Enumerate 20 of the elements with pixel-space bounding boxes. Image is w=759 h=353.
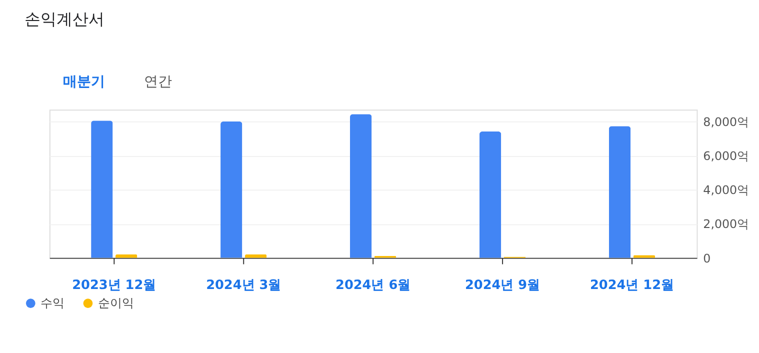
text: 연간	[144, 74, 172, 90]
y-tick-label: 6,000억	[703, 149, 750, 164]
y-tick-label: 0	[703, 251, 711, 266]
bar	[91, 120, 113, 258]
y-tick-label: 2,000억	[703, 217, 750, 232]
legend-label: 수익	[40, 296, 65, 310]
bar	[220, 122, 242, 258]
bar	[479, 132, 502, 258]
chart-title: 손익계산서	[24, 10, 105, 29]
x-tick-label: 2024년 9월	[464, 278, 540, 293]
y-tick-label: 8,000억	[703, 114, 750, 129]
bar	[608, 126, 631, 258]
x-tick-label: 2024년 3월	[206, 278, 282, 293]
x-tick-label: 2024년 6월	[336, 278, 411, 293]
bar	[350, 114, 372, 258]
x-tick-label: 2023년 12월	[72, 278, 156, 293]
x-tick-label: 2024년 12월	[590, 278, 674, 293]
text: 매분기	[63, 74, 106, 90]
y-tick-label: 4,000억	[703, 183, 750, 198]
legend-label: 순이익	[98, 296, 134, 310]
